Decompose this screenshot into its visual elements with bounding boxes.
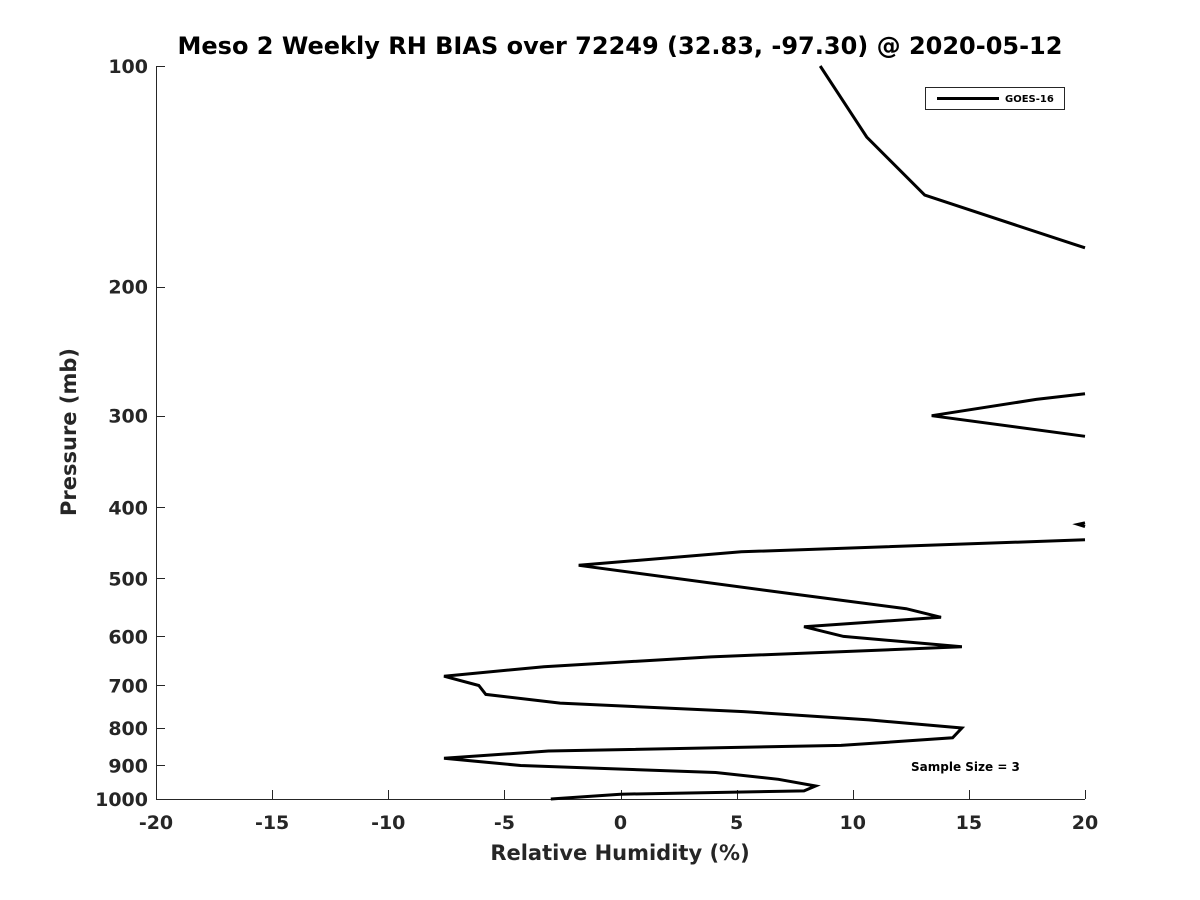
x-tick-label: 15 bbox=[956, 812, 982, 834]
y-tick-label: 100 bbox=[108, 56, 148, 78]
x-tick-label: 5 bbox=[730, 812, 743, 834]
y-tick-label: 1000 bbox=[95, 789, 148, 811]
plot-area bbox=[443, 65, 1086, 801]
x-tick-label: -10 bbox=[371, 812, 405, 834]
y-ticks: 100 200 300 400 500 600 700 800 900 1000 bbox=[95, 56, 165, 811]
y-tick-label: 700 bbox=[108, 675, 148, 697]
y-tick-label: 900 bbox=[108, 755, 148, 777]
y-tick-label: 600 bbox=[108, 626, 148, 648]
y-tick-label: 500 bbox=[108, 568, 148, 590]
x-tick-label: 0 bbox=[614, 812, 627, 834]
x-ticks: -20 -15 -10 -5 0 5 10 15 20 bbox=[139, 790, 1098, 834]
x-tick-label: -20 bbox=[139, 812, 173, 834]
x-tick-label: 20 bbox=[1072, 812, 1098, 834]
series-line-goes16 bbox=[1072, 521, 1086, 529]
x-tick-label: 10 bbox=[840, 812, 866, 834]
y-tick-label: 400 bbox=[108, 497, 148, 519]
y-axis-label: Pressure (mb) bbox=[57, 348, 81, 516]
series-line-goes16 bbox=[931, 392, 1086, 438]
legend: GOES-16 bbox=[925, 87, 1065, 110]
y-tick-label: 200 bbox=[108, 277, 148, 299]
x-axis-label: Relative Humidity (%) bbox=[490, 841, 749, 865]
y-tick-label: 300 bbox=[108, 406, 148, 428]
legend-label-goes16: GOES-16 bbox=[1005, 94, 1054, 105]
y-tick-label: 800 bbox=[108, 718, 148, 740]
series-line-goes16 bbox=[443, 538, 1086, 801]
x-tick-label: -5 bbox=[494, 812, 515, 834]
x-tick-label: -15 bbox=[255, 812, 289, 834]
series-line-goes16 bbox=[818, 65, 1086, 250]
chart-title: Meso 2 Weekly RH BIAS over 72249 (32.83,… bbox=[178, 32, 1063, 60]
sample-size-annotation: Sample Size = 3 bbox=[911, 760, 1020, 774]
